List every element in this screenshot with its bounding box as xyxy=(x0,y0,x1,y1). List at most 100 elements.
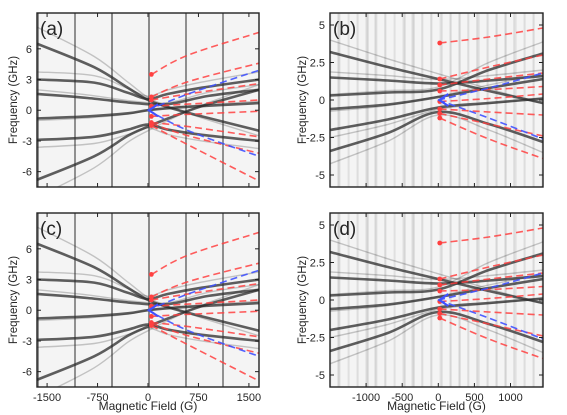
x-tick-label: -1000 xyxy=(352,392,380,404)
noise-stripe xyxy=(74,213,76,387)
noise-stripe xyxy=(37,13,39,187)
panel-label: (b) xyxy=(333,19,356,40)
noise-stripe xyxy=(37,13,39,187)
noise-stripe xyxy=(394,213,396,387)
y-tick-label: -3 xyxy=(22,136,32,148)
red-fit-line-1 xyxy=(439,112,543,137)
noise-stripe xyxy=(441,213,443,387)
faint-trace-3 xyxy=(37,226,259,337)
y-tick-label: -6 xyxy=(22,167,32,179)
plot-background xyxy=(330,13,543,187)
data-trace-3 xyxy=(37,242,259,332)
red-fit-line-0 xyxy=(151,324,259,382)
noise-stripe xyxy=(394,13,396,187)
noise-stripe xyxy=(74,13,76,187)
red-fit-marker-0 xyxy=(437,315,443,321)
noise-stripe xyxy=(74,13,76,187)
plot-background xyxy=(330,213,543,387)
y-tick-label: 0 xyxy=(319,295,325,307)
noise-stripe xyxy=(487,213,489,387)
blue-fit-line-0 xyxy=(438,299,543,340)
noise-stripe xyxy=(74,213,76,387)
noise-stripe xyxy=(37,13,39,187)
noise-stripe xyxy=(375,13,377,187)
noise-stripe xyxy=(74,213,76,387)
noise-stripe xyxy=(486,213,488,387)
noise-stripe xyxy=(37,13,39,187)
red-fit-marker-5 xyxy=(437,82,443,88)
noise-stripe xyxy=(74,213,76,387)
red-fit-marker-6 xyxy=(437,76,443,82)
faint-trace-1 xyxy=(37,71,259,97)
panel-a: -6 -3 0 3 6 (a) Frequency (GHz) xyxy=(8,12,260,188)
x-tick-label: 0 xyxy=(435,392,441,404)
noise-stripe xyxy=(430,13,432,187)
y-tick-label: 0 xyxy=(26,305,32,317)
noise-stripe xyxy=(375,213,377,387)
red-fit-line-0 xyxy=(151,124,259,182)
noise-stripe xyxy=(404,213,406,387)
x-tick-label: -1500 xyxy=(33,392,61,404)
noise-stripe xyxy=(374,213,376,387)
noise-stripe xyxy=(441,13,443,187)
noise-stripe xyxy=(505,213,507,387)
faint-trace-4 xyxy=(330,239,543,305)
noise-stripe xyxy=(356,213,358,387)
y-tick-label: -5 xyxy=(315,170,325,182)
red-fit-line-2 xyxy=(439,308,543,316)
noise-stripe xyxy=(404,13,406,187)
red-fit-marker-4 xyxy=(437,288,443,294)
y-tick-label: 2.5 xyxy=(310,58,325,70)
faint-trace-2 xyxy=(330,273,543,312)
red-fit-line-2 xyxy=(151,321,259,338)
data-trace-4 xyxy=(37,301,259,320)
y-tick-label: 5 xyxy=(319,220,325,232)
faint-trace-2 xyxy=(56,283,259,387)
red-fit-marker-2 xyxy=(148,120,154,125)
noise-stripe xyxy=(449,13,451,187)
y-tick-label: 3 xyxy=(26,75,32,87)
noise-stripe xyxy=(348,213,350,387)
red-fit-marker-7 xyxy=(437,40,443,46)
noise-stripe xyxy=(496,213,498,387)
noise-stripe xyxy=(487,13,489,187)
red-fit-marker-7 xyxy=(148,72,154,77)
y-tick-label: 3 xyxy=(26,275,32,287)
red-fit-line-7 xyxy=(151,31,259,76)
x-tick-label: 0 xyxy=(145,392,151,404)
noise-stripe xyxy=(504,13,506,187)
panel-label: (a) xyxy=(40,19,63,40)
red-fit-marker-4 xyxy=(437,88,443,94)
y-axis-label: Frequency (GHz) xyxy=(297,256,309,344)
y-axis-label: Frequency (GHz) xyxy=(8,56,20,144)
red-fit-marker-6 xyxy=(148,94,154,100)
red-fit-marker-7 xyxy=(148,272,154,277)
red-fit-marker-6 xyxy=(437,276,443,282)
noise-stripe xyxy=(402,213,404,387)
noise-stripe xyxy=(403,13,405,187)
noise-stripe xyxy=(450,13,452,187)
noise-stripe xyxy=(357,13,359,187)
blue-arrow-icon xyxy=(147,303,159,318)
blue-fit-line-1 xyxy=(438,272,543,301)
noise-stripe xyxy=(430,213,432,387)
red-fit-marker-3 xyxy=(148,113,154,119)
noise-stripe xyxy=(337,13,339,187)
data-trace-4 xyxy=(37,101,259,120)
red-fit-line-4 xyxy=(151,299,259,307)
noise-stripe xyxy=(74,13,76,187)
noise-stripe xyxy=(393,213,395,387)
noise-stripe xyxy=(384,213,386,387)
noise-stripe xyxy=(374,13,376,187)
noise-stripe xyxy=(37,213,39,387)
noise-stripe xyxy=(458,13,460,187)
data-trace-0 xyxy=(37,123,259,143)
red-fit-marker-2 xyxy=(148,320,154,325)
red-fit-marker-2 xyxy=(437,306,443,312)
red-fit-marker-1 xyxy=(437,311,443,316)
noise-stripe xyxy=(74,13,76,187)
red-fit-marker-5 xyxy=(437,282,443,288)
y-tick-label: 0 xyxy=(319,95,325,107)
data-trace-0 xyxy=(37,323,259,343)
y-tick-label: 5 xyxy=(319,20,325,32)
